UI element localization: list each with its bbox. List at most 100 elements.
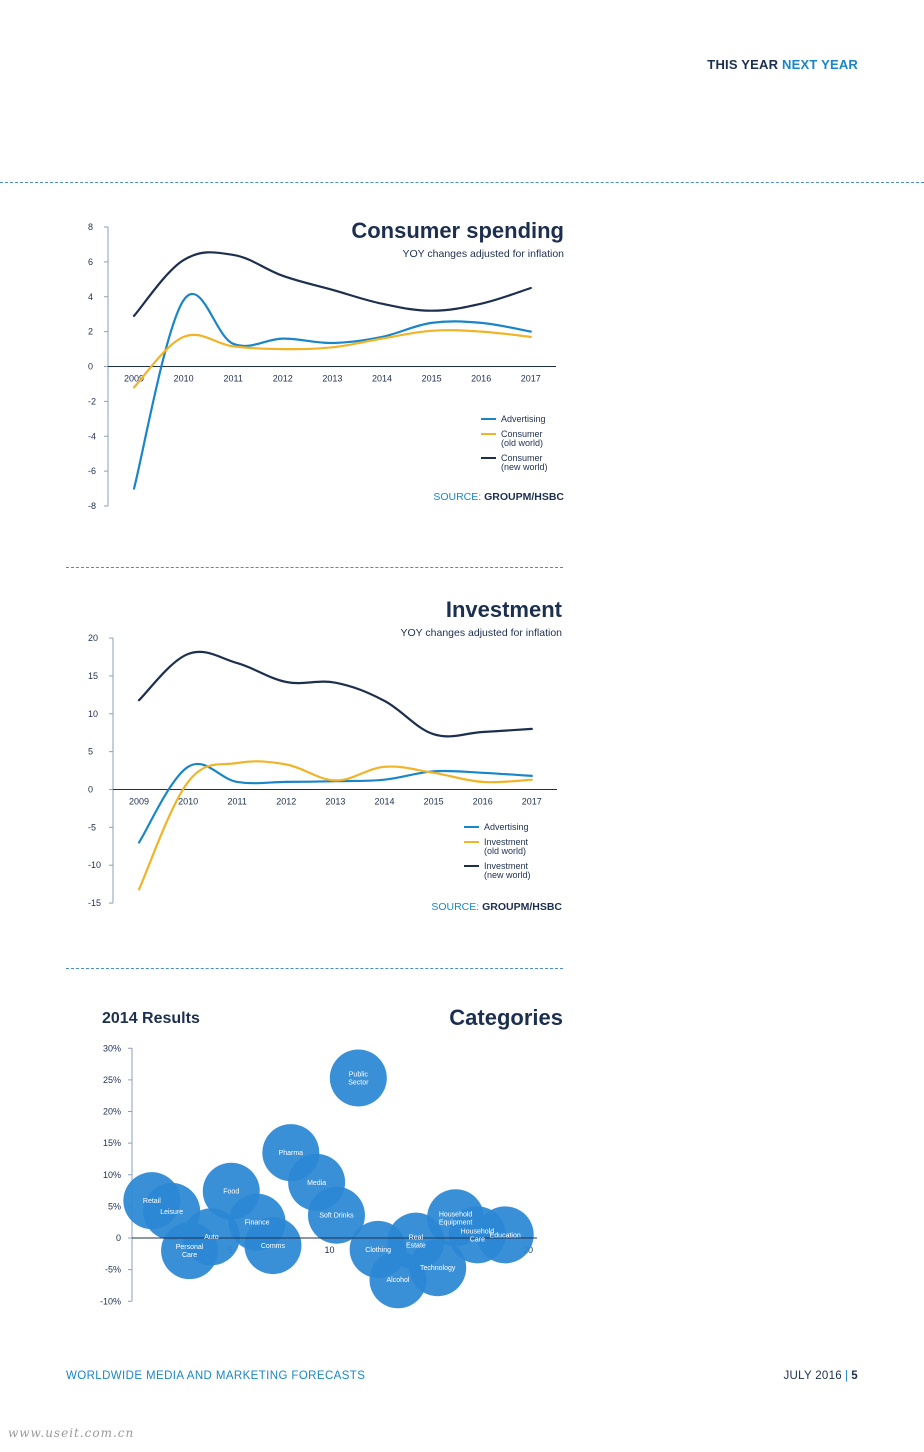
x-tick-label: 2013 [325,797,345,807]
divider-mid-2 [66,968,563,969]
y-tick-label: 5 [88,747,93,757]
bubble-label: Estate [406,1243,426,1250]
x-tick-label: 2016 [471,374,491,384]
series-line-advertising [132,292,532,490]
y-tick-label: 0 [88,785,93,795]
legend-label: Advertising [501,414,546,424]
legend-label: (new world) [484,870,531,880]
footer-page-info: JULY 2016 | 5 [783,1370,858,1382]
x-tick-label: 2013 [322,374,342,384]
x-tick-label: 2010 [174,374,194,384]
bubble-label: Alcohol [387,1277,410,1284]
chart-title: Categories [449,1005,563,1030]
bubble-label: Care [470,1236,485,1243]
bubble-label: Retail [143,1198,161,1205]
bubble-education [476,1206,534,1264]
bubble-label: Public [349,1071,369,1078]
watermark: www.useit.com.cn [8,1426,135,1440]
bubble-comms [244,1217,302,1275]
chart-title: Consumer spending [351,218,564,243]
x-tick-label: 2009 [129,797,149,807]
chart-subtitle: YOY changes adjusted for inflation [401,627,563,639]
bubble-label: Real [409,1235,424,1242]
y-tick-label: 0 [88,362,93,372]
y-tick-label: 15 [88,671,98,681]
legend-label: (old world) [501,438,543,448]
x-tick-label: 2017 [521,374,541,384]
x-tick-label: 2014 [374,797,394,807]
bubble-label: Auto [204,1234,219,1241]
x-tick-label: 2016 [473,797,493,807]
bubble-label: Pharma [279,1150,304,1157]
bubble-soft-drinks [307,1186,365,1244]
y-tick-label: 5% [108,1201,121,1211]
consumer-spending-chart: Consumer spending YOY changes adjusted fo… [88,218,565,511]
series-line-consumer-old-world [132,329,532,389]
x-tick-label: 10 [324,1245,334,1255]
divider-top [0,182,924,183]
y-tick-label: -2 [88,396,96,406]
series-line-investment-old-world [137,760,533,891]
x-tick-label: 2017 [522,797,542,807]
legend-label: Advertising [484,822,529,832]
y-tick-label: 20% [103,1107,121,1117]
y-tick-label: 0 [116,1233,121,1243]
header-this-year: THIS YEAR [707,57,779,72]
y-tick-label: -10% [100,1296,121,1306]
x-tick-label: 2010 [178,797,198,807]
legend-label: (new world) [501,462,548,472]
chart-subtitle: YOY changes adjusted for inflation [403,248,565,260]
footer-publication: WORLDWIDE MEDIA AND MARKETING FORECASTS [66,1370,366,1382]
y-tick-label: 10% [103,1170,121,1180]
legend-label: Investment [484,837,529,847]
bubble-label: Household [461,1228,495,1235]
legend-label: (old world) [484,846,526,856]
bubble-label: Sector [348,1079,369,1086]
chart-title: Investment [446,597,563,622]
chart-source: SOURCE: GROUPM/HSBC [431,901,562,913]
bubble-label: Soft Drinks [319,1213,354,1220]
x-tick-label: 2012 [276,797,296,807]
y-tick-label: 15% [103,1138,121,1148]
bubble-label: Media [307,1180,326,1187]
series-line-advertising [137,762,533,844]
bubble-label: Comms [261,1243,286,1250]
x-tick-label: 2011 [228,797,247,807]
legend-label: Consumer [501,453,543,463]
bubble-label: Leisure [160,1209,183,1216]
x-tick-label: 2015 [422,374,442,384]
footer-date: JULY 2016 [783,1370,842,1382]
chart-source: SOURCE: GROUPM/HSBC [433,491,564,503]
divider-mid-1 [66,567,563,568]
investment-chart: Investment YOY changes adjusted for infla… [88,597,563,913]
header-next-year: NEXT YEAR [782,57,858,72]
y-tick-label: 4 [88,292,93,302]
y-tick-label: 30% [103,1043,121,1053]
y-tick-label: 10 [88,709,98,719]
bubble-label: Food [223,1189,239,1196]
y-tick-label: -4 [88,431,96,441]
bubble-label: Equipment [439,1219,473,1226]
legend-label: Investment [484,861,529,871]
x-tick-label: 2015 [424,797,444,807]
y-tick-label: -5% [105,1265,121,1275]
y-tick-label: -8 [88,501,96,511]
x-tick-label: 2014 [372,374,392,384]
legend-label: Consumer [501,429,543,439]
x-tick-label: 2011 [224,374,243,384]
series-line-investment-new-world [137,650,533,738]
bubble-public-sector [329,1049,387,1107]
y-tick-label: 2 [88,327,93,337]
footer-separator: | [845,1370,849,1382]
bubble-technology [409,1239,467,1297]
bubble-label: Clothing [365,1247,391,1254]
y-tick-label: -5 [88,822,96,832]
x-tick-label: 2009 [124,374,144,384]
y-tick-label: -6 [88,466,96,476]
bubble-label: Household [439,1211,473,1218]
bubble-label: Technology [420,1265,456,1272]
bubble-label: Education [490,1232,521,1239]
bubble-personal-care [161,1222,219,1280]
series-line-consumer-new-world [132,251,532,317]
categories-bubble-chart: 2014 Results Categories 30% 25% 20% 15% 10% 5% 0… [100,1005,563,1309]
